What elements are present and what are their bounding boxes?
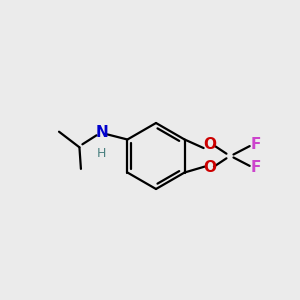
Text: N: N — [95, 125, 108, 140]
Text: F: F — [250, 160, 261, 175]
Text: H: H — [97, 147, 106, 160]
Text: F: F — [250, 137, 261, 152]
Text: O: O — [203, 160, 216, 175]
Text: O: O — [203, 137, 216, 152]
